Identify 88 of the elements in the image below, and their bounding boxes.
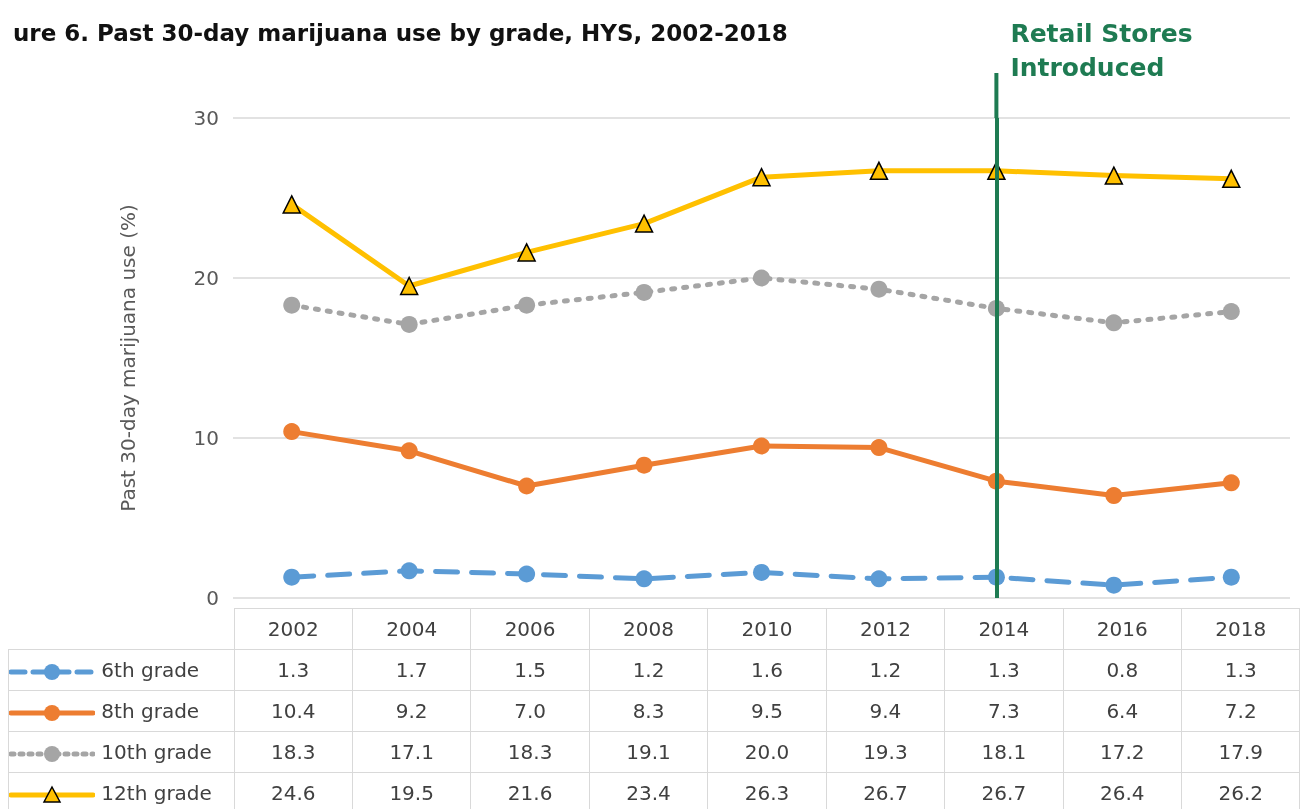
- point: [635, 570, 653, 588]
- x-tick-label: 2016: [1063, 608, 1182, 650]
- point: [635, 283, 653, 301]
- point: [1222, 169, 1241, 189]
- chart-title: ure 6. Past 30-day marijuana use by grade, HYS, 2002-2018: [13, 19, 788, 46]
- point: [1222, 568, 1240, 586]
- point: [753, 269, 770, 287]
- data-label: 0.8: [1063, 649, 1182, 691]
- point: [870, 570, 888, 588]
- x-tick-label: 2010: [707, 608, 827, 650]
- data-label: 26.2: [1181, 772, 1300, 809]
- data-label: 18.1: [944, 731, 1064, 773]
- data-label: 26.4: [1063, 772, 1182, 809]
- x-tick-label: 2004: [352, 608, 471, 650]
- point: [1104, 166, 1124, 185]
- data-label: 17.2: [1063, 731, 1182, 773]
- data-label: 17.9: [1181, 731, 1300, 773]
- data-label: 1.3: [234, 649, 353, 691]
- data-label: 19.5: [352, 772, 471, 809]
- data-label: 1.3: [944, 649, 1064, 691]
- point: [283, 568, 301, 586]
- point: [753, 563, 770, 581]
- point: [1105, 487, 1123, 505]
- point: [1105, 576, 1123, 594]
- y-tick-label: 0: [206, 586, 219, 610]
- data-label: 17.1: [352, 731, 471, 773]
- point: [400, 562, 418, 580]
- data-label: 1.2: [589, 649, 708, 691]
- data-label: 9.5: [707, 690, 827, 732]
- data-label: 9.2: [352, 690, 471, 732]
- x-tick-label: 2006: [470, 608, 590, 650]
- data-label: 23.4: [589, 772, 708, 809]
- point: [400, 442, 418, 460]
- legend-label: 8th grade: [100, 699, 200, 723]
- data-label: 20.0: [707, 731, 827, 773]
- data-label: 26.7: [944, 772, 1064, 809]
- x-tick-label: 2008: [589, 608, 708, 650]
- point: [635, 456, 653, 474]
- y-axis-title: Past 30-day marijuana use (%): [116, 204, 140, 512]
- data-label: 8.3: [589, 690, 708, 732]
- data-label: 6.4: [1063, 690, 1182, 732]
- legend-label: 6th grade: [100, 658, 200, 682]
- data-label: 7.0: [470, 690, 590, 732]
- x-tick-label: 2014: [944, 608, 1064, 650]
- legend-label: 10th grade: [100, 740, 212, 764]
- data-label: 9.4: [826, 690, 945, 732]
- x-tick-label: 2018: [1181, 608, 1300, 650]
- data-label: 7.3: [944, 690, 1064, 732]
- point: [753, 437, 770, 455]
- point: [282, 195, 301, 214]
- point: [1222, 474, 1240, 492]
- x-tick-label: 2002: [234, 608, 353, 650]
- point: [400, 315, 418, 333]
- data-label: 18.3: [470, 731, 590, 773]
- point: [870, 439, 888, 457]
- point: [518, 565, 536, 583]
- point: [870, 280, 888, 298]
- legend-label: 12th grade: [100, 781, 212, 805]
- point: [518, 477, 536, 495]
- point: [869, 161, 889, 181]
- data-label: 21.6: [470, 772, 590, 809]
- y-tick-label: 20: [193, 266, 219, 290]
- y-tick-label: 10: [193, 426, 219, 450]
- ref-line-label: Retail Stores Introduced: [1010, 18, 1202, 82]
- point: [752, 167, 771, 187]
- data-label: 7.2: [1181, 690, 1300, 732]
- data-label: 1.3: [1181, 649, 1300, 691]
- data-label: 1.6: [707, 649, 827, 691]
- data-label: 24.6: [234, 772, 353, 809]
- y-tick-label: 30: [193, 106, 219, 130]
- data-label: 1.2: [826, 649, 945, 691]
- point: [1105, 314, 1123, 332]
- point: [283, 423, 301, 441]
- data-label: 1.5: [470, 649, 590, 691]
- x-tick-label: 2012: [826, 608, 945, 650]
- point: [399, 276, 419, 296]
- data-label: 19.3: [826, 731, 945, 773]
- data-label: 10.4: [234, 690, 353, 732]
- point: [1222, 303, 1240, 321]
- point: [517, 243, 536, 262]
- point: [283, 296, 301, 314]
- point: [634, 214, 654, 233]
- data-label: 1.7: [352, 649, 471, 691]
- data-label: 26.7: [826, 772, 945, 809]
- point: [518, 296, 536, 314]
- data-label: 26.3: [707, 772, 827, 809]
- data-label: 19.1: [589, 731, 708, 773]
- data-label: 18.3: [234, 731, 353, 773]
